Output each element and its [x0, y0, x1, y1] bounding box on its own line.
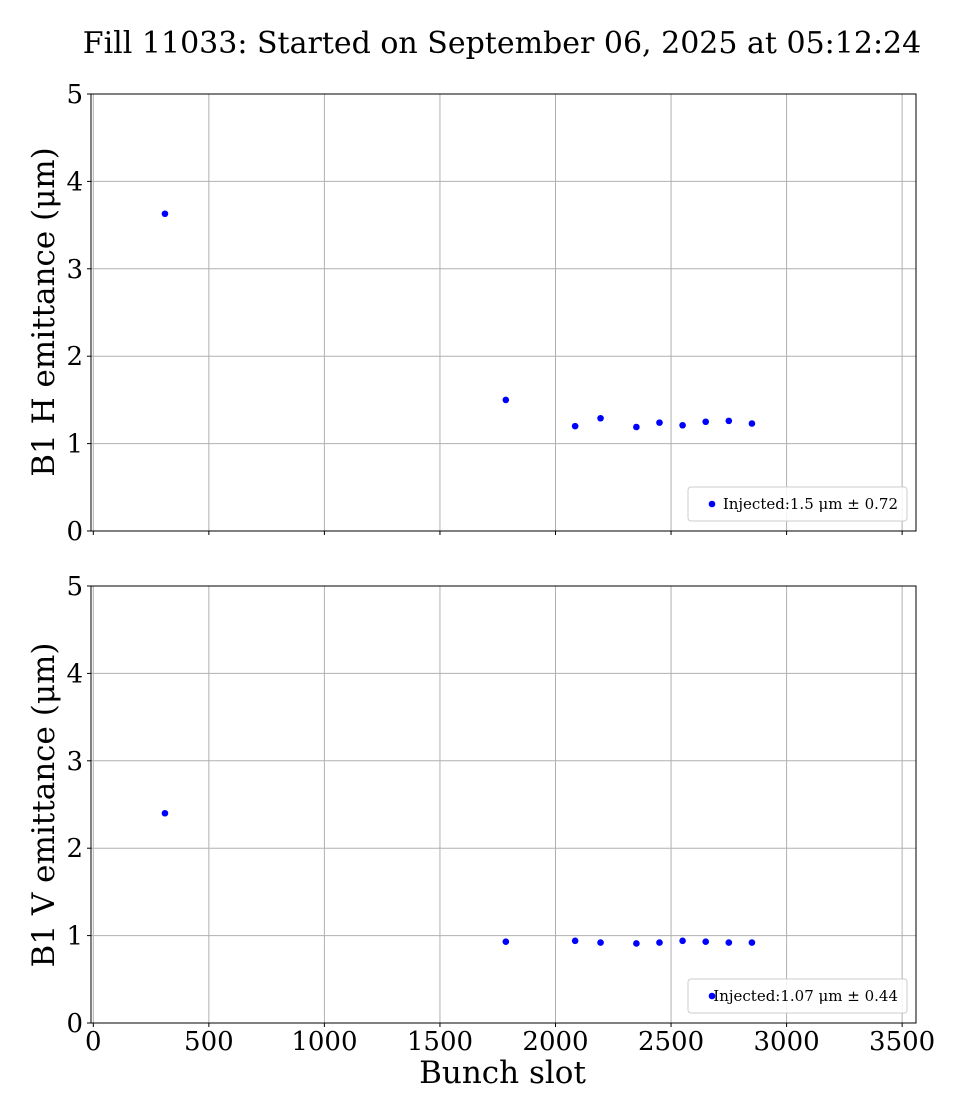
x-tick-label: 2500	[638, 1027, 704, 1057]
legend: Injected:1.5 μm ± 0.72	[687, 486, 908, 522]
y-tick-label: 2	[66, 834, 83, 864]
x-tick-label: 2000	[522, 1027, 588, 1057]
y-tick-label: 1	[66, 922, 83, 952]
chart-title: Fill 11033: Started on September 06, 202…	[83, 26, 921, 61]
y-tick-label: 0	[66, 1009, 83, 1039]
legend-marker	[708, 992, 716, 1000]
data-point	[161, 210, 169, 218]
data-point	[679, 937, 686, 945]
x-tick-label: 0	[85, 1027, 102, 1057]
data-point	[502, 938, 510, 946]
y-tick-label: 4	[66, 659, 83, 689]
data-point	[656, 419, 663, 426]
data-point	[571, 422, 579, 430]
y-tick-label: 5	[66, 80, 83, 110]
legend-box	[687, 486, 908, 522]
data-point	[633, 940, 640, 947]
x-tick-label: 500	[184, 1027, 234, 1057]
y-axis-label: B1 H emittance (μm)	[26, 147, 62, 477]
data-point	[502, 396, 510, 404]
y-tick-label: 1	[66, 430, 83, 460]
y-tick-label: 5	[66, 572, 83, 602]
data-point	[656, 939, 663, 946]
legend: Injected:1.07 μm ± 0.44	[687, 978, 908, 1014]
y-tick-label: 4	[66, 167, 83, 197]
panel-1: 0 1 2 3 4 5 B1 H emittance (μm) Injected:1.5 μm…	[26, 80, 917, 547]
chart-panels: 0 1 2 3 4 5 B1 H emittance (μm) Injected:1.5 μm…	[26, 80, 935, 1091]
y-tick-label: 3	[66, 747, 83, 777]
data-point	[748, 939, 756, 946]
legend-label: Injected:1.07 μm ± 0.44	[713, 987, 898, 1005]
x-tick-label: 3000	[754, 1027, 820, 1057]
y-tick-label: 0	[66, 517, 83, 547]
data-point	[571, 937, 579, 945]
legend-marker	[708, 500, 716, 508]
data-point	[633, 423, 640, 431]
x-axis-label: Bunch slot	[419, 1055, 586, 1091]
legend-label: Injected:1.5 μm ± 0.72	[723, 495, 898, 513]
x-tick-label: 1000	[291, 1027, 357, 1057]
legend-box	[687, 978, 908, 1014]
data-point	[725, 417, 733, 425]
data-point	[725, 939, 733, 946]
x-tick-label: 3500	[869, 1027, 935, 1057]
plot-frame	[90, 93, 917, 532]
y-axis-label: B1 V emittance (μm)	[26, 643, 62, 968]
panel-2: 0 500 1000 1500 2000 2500 3000 3500 0 1 2 3 4 5 B1 V e…	[26, 572, 935, 1091]
y-tick-label: 2	[66, 342, 83, 372]
data-point	[702, 418, 710, 426]
data-point	[597, 939, 604, 946]
data-point	[161, 809, 169, 817]
x-tick-label: 1500	[407, 1027, 473, 1057]
plot-frame	[90, 585, 917, 1024]
data-point	[702, 938, 710, 946]
data-point	[679, 421, 686, 429]
data-point	[597, 414, 604, 422]
data-point	[748, 420, 756, 427]
y-tick-label: 3	[66, 255, 83, 285]
